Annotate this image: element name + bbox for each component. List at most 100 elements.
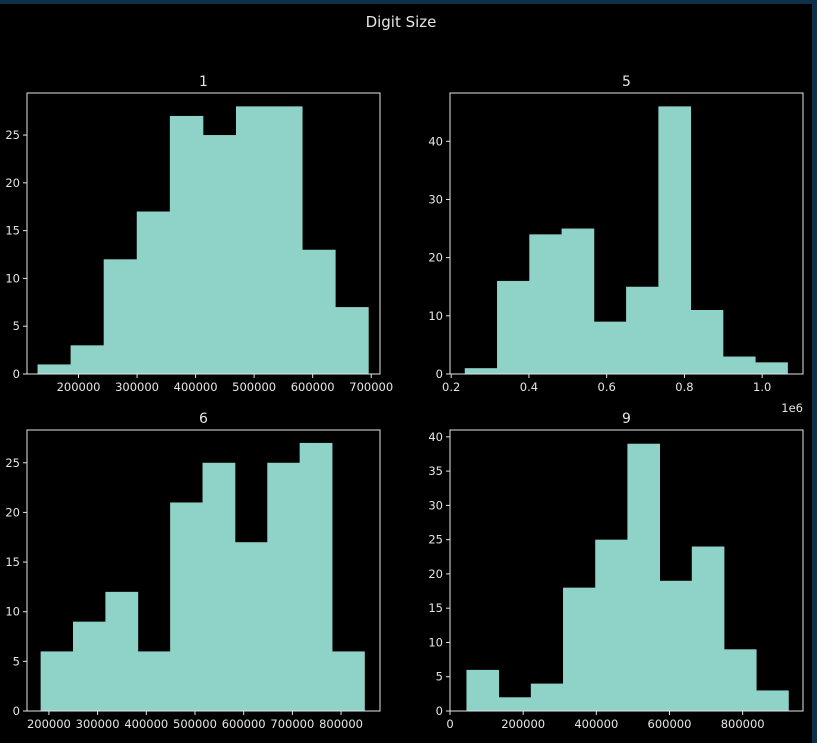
axes-frame <box>449 92 804 375</box>
histogram-bar <box>70 345 105 374</box>
histogram-bar <box>332 651 365 711</box>
histogram-bar <box>40 651 74 711</box>
y-tick-label: 20 <box>5 176 20 190</box>
x-tick-label: 300000 <box>76 717 120 731</box>
histogram-bar <box>335 307 369 374</box>
histogram-bar <box>658 106 692 374</box>
y-tick-label: 20 <box>428 251 443 265</box>
histogram-bar <box>529 234 562 374</box>
x-tick-label: 1.0 <box>753 380 771 394</box>
y-tick-label: 5 <box>13 654 20 668</box>
histogram-bar <box>169 115 204 374</box>
x-axis: 200000 300000 400000 500000 600000 700000 8000… <box>27 711 363 731</box>
x-tick-label: 0.2 <box>442 380 460 394</box>
axes-frame <box>26 92 381 375</box>
y-tick-label: 0 <box>13 367 20 381</box>
histogram-bar <box>690 310 724 374</box>
window-right-border <box>812 0 817 743</box>
histogram-bar <box>234 542 268 711</box>
histogram-bar <box>105 591 139 711</box>
y-tick-label: 10 <box>5 605 20 619</box>
histogram-bar <box>267 462 301 711</box>
y-tick-label: 30 <box>428 192 443 206</box>
histogram-bar <box>563 587 596 711</box>
histogram-bar <box>756 690 789 711</box>
histogram-bar <box>627 443 660 711</box>
histogram-bar <box>691 546 725 711</box>
histogram-bar <box>73 621 106 711</box>
y-tick-label: 35 <box>428 464 443 478</box>
figure-title: Digit Size <box>366 13 437 31</box>
histogram-bar <box>723 649 757 711</box>
y-axis: 0 5 10 15 20 25 30 35 40 <box>428 430 450 718</box>
x-tick-label: 500000 <box>173 717 217 731</box>
window-top-border <box>0 0 817 4</box>
histogram-bar <box>626 286 659 374</box>
y-tick-label: 25 <box>428 533 443 547</box>
y-tick-label: 0 <box>436 704 443 718</box>
histogram-panel-9: 9 0 200000 400000 600000 800000 0 5 10 15 20 25 30 35… <box>428 411 804 731</box>
histogram-bar <box>659 580 693 711</box>
histogram-bar <box>561 228 595 374</box>
y-tick-label: 20 <box>5 505 20 519</box>
axes-frame <box>449 429 804 712</box>
histogram-panel-6: 6 200000 300000 400000 500000 600000 700000 800… <box>5 411 381 731</box>
y-tick-label: 25 <box>5 128 20 142</box>
panel-title: 1 <box>199 74 208 90</box>
histogram-bar <box>299 442 333 711</box>
y-tick-label: 25 <box>5 456 20 470</box>
y-tick-label: 15 <box>5 224 20 238</box>
histogram-bar <box>136 211 171 374</box>
y-axis: 0 5 10 15 20 25 <box>5 456 27 718</box>
panel-title: 5 <box>622 74 631 90</box>
x-tick-label: 600000 <box>291 380 335 394</box>
y-tick-label: 30 <box>428 498 443 512</box>
histogram-bar <box>302 249 336 374</box>
x-tick-label: 300000 <box>115 380 159 394</box>
y-tick-label: 40 <box>428 430 443 444</box>
y-tick-label: 15 <box>5 555 20 569</box>
x-tick-label: 500000 <box>232 380 276 394</box>
histogram-bar <box>498 697 532 711</box>
y-tick-label: 10 <box>428 309 443 323</box>
x-tick-label: 200000 <box>27 717 71 731</box>
x-tick-label: 200000 <box>57 380 101 394</box>
x-tick-label: 400000 <box>574 717 618 731</box>
histogram-bar <box>722 356 756 374</box>
histogram-bar <box>202 135 237 374</box>
y-tick-label: 20 <box>428 567 443 581</box>
x-tick-label: 0.6 <box>598 380 616 394</box>
x-tick-label: 0.8 <box>675 380 693 394</box>
panel-title: 9 <box>622 411 631 427</box>
histogram-bar <box>170 502 203 711</box>
histogram-bar <box>530 683 564 711</box>
histogram-panel-5: 5 0.2 0.4 0.6 0.8 1.0 0 10 20 30 40 1e6 <box>428 74 804 415</box>
x-axis: 0.2 0.4 0.6 0.8 1.0 <box>442 374 771 394</box>
histogram-bar <box>595 539 628 711</box>
histogram-bar <box>37 364 72 374</box>
x-offset-text: 1e6 <box>781 401 803 415</box>
y-tick-label: 10 <box>5 271 20 285</box>
x-tick-label: 0.4 <box>520 380 538 394</box>
x-tick-label: 700000 <box>270 717 314 731</box>
histogram-bar <box>755 362 788 374</box>
histogram-bar <box>103 259 138 374</box>
x-tick-label: 400000 <box>124 717 168 731</box>
x-tick-label: 600000 <box>648 717 692 731</box>
y-tick-label: 10 <box>428 635 443 649</box>
x-tick-label: 800000 <box>721 717 765 731</box>
axes-frame <box>26 429 381 712</box>
y-tick-label: 40 <box>428 134 443 148</box>
histogram-bar <box>235 106 270 374</box>
histogram-panel-1: 1 200000 300000 400000 500000 600000 700000 0 5 1… <box>5 74 393 394</box>
x-tick-label: 700000 <box>349 380 393 394</box>
x-tick-label: 600000 <box>222 717 266 731</box>
y-axis: 0 10 20 30 40 <box>428 134 450 381</box>
y-axis: 0 5 10 15 20 25 <box>5 128 27 381</box>
panel-title: 6 <box>199 411 208 427</box>
x-tick-label: 800000 <box>319 717 363 731</box>
y-tick-label: 15 <box>428 601 443 615</box>
x-tick-label: 400000 <box>174 380 218 394</box>
x-tick-label: 0 <box>446 717 453 731</box>
